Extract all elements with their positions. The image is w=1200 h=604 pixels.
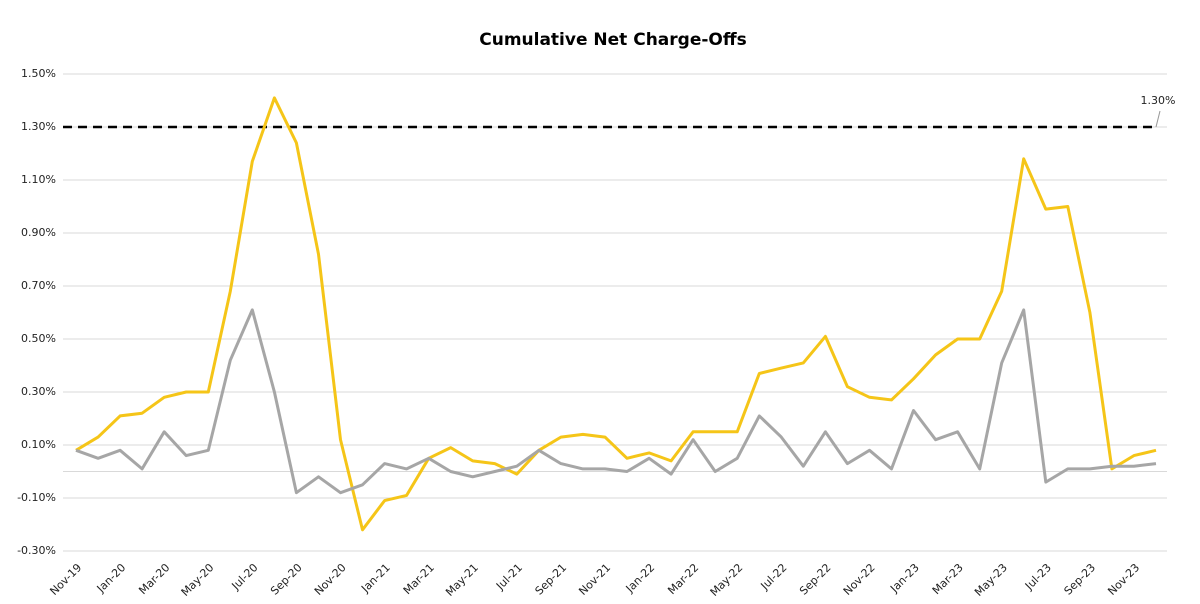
- x-tick-label: Jan-20: [94, 561, 129, 596]
- chart-title: Cumulative Net Charge-Offs: [479, 30, 747, 50]
- x-tick-label: Jan-21: [358, 561, 393, 596]
- x-tick-label: Jul-22: [758, 561, 790, 593]
- x-tick-label: Jan-22: [623, 561, 658, 596]
- x-tick-label: Nov-21: [576, 561, 613, 598]
- x-tick-label: Nov-20: [312, 561, 349, 598]
- series-line: [75, 96, 1157, 532]
- x-tick-label: Jul-21: [493, 561, 525, 593]
- y-tick-label: 0.50%: [21, 332, 56, 345]
- x-tick-label: May-23: [972, 561, 1010, 599]
- y-tick-label: 0.70%: [21, 279, 56, 292]
- x-tick-label: Nov-19: [47, 561, 84, 598]
- y-tick-label: 1.50%: [21, 67, 56, 80]
- y-tick-label: -0.10%: [17, 491, 56, 504]
- annotation: 1.30%: [1141, 94, 1176, 107]
- x-tick-label: Jul-23: [1022, 561, 1054, 593]
- x-tick-label: May-21: [443, 561, 481, 599]
- y-tick-label: 1.10%: [21, 173, 56, 186]
- y-tick-label: -0.30%: [17, 544, 56, 557]
- x-tick-label: Jan-23: [887, 561, 922, 596]
- y-tick-label: 0.10%: [21, 438, 56, 451]
- x-tick-label: May-20: [179, 561, 217, 599]
- x-tick-label: Mar-20: [136, 561, 172, 597]
- x-tick-label: Nov-23: [1105, 561, 1142, 598]
- x-tick-label: Mar-22: [665, 561, 701, 597]
- x-tick-label: Mar-21: [401, 561, 437, 597]
- x-tick-label: Sep-20: [268, 561, 305, 598]
- annotation-leader: [1155, 110, 1161, 128]
- series-line: [75, 308, 1157, 495]
- x-tick-label: Nov-22: [841, 561, 878, 598]
- y-tick-label: 0.30%: [21, 385, 56, 398]
- x-tick-label: Sep-21: [533, 561, 570, 598]
- x-tick-label: Sep-22: [797, 561, 834, 598]
- x-tick-label: Mar-23: [930, 561, 966, 597]
- x-tick-label: Jul-20: [229, 561, 261, 593]
- x-tick-label: Sep-23: [1062, 561, 1099, 598]
- y-tick-label: 0.90%: [21, 226, 56, 239]
- y-tick-label: 1.30%: [21, 120, 56, 133]
- x-tick-label: May-22: [708, 561, 746, 599]
